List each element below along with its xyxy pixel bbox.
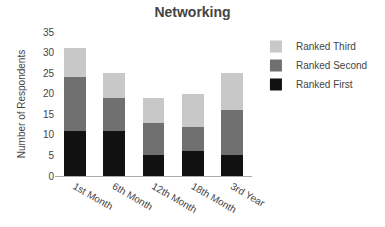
svg-text:Ranked Second: Ranked Second xyxy=(296,60,367,71)
svg-text:18th Month: 18th Month xyxy=(189,181,238,216)
svg-text:6th Month: 6th Month xyxy=(111,181,155,213)
svg-text:12th Month: 12th Month xyxy=(150,181,199,216)
svg-text:Number of Respondents: Number of Respondents xyxy=(16,50,27,158)
svg-text:10: 10 xyxy=(43,129,55,140)
svg-text:20: 20 xyxy=(43,88,55,99)
svg-text:Ranked First: Ranked First xyxy=(296,79,353,90)
svg-text:Networking: Networking xyxy=(154,4,230,20)
svg-text:35: 35 xyxy=(43,27,55,38)
svg-text:15: 15 xyxy=(43,109,55,120)
svg-text:0: 0 xyxy=(48,171,54,182)
svg-text:1st Month: 1st Month xyxy=(71,181,115,212)
svg-text:30: 30 xyxy=(43,47,55,58)
svg-text:Ranked Third: Ranked Third xyxy=(296,41,356,52)
svg-text:25: 25 xyxy=(43,68,55,79)
svg-text:5: 5 xyxy=(48,150,54,161)
svg-text:3rd Year: 3rd Year xyxy=(229,181,267,209)
